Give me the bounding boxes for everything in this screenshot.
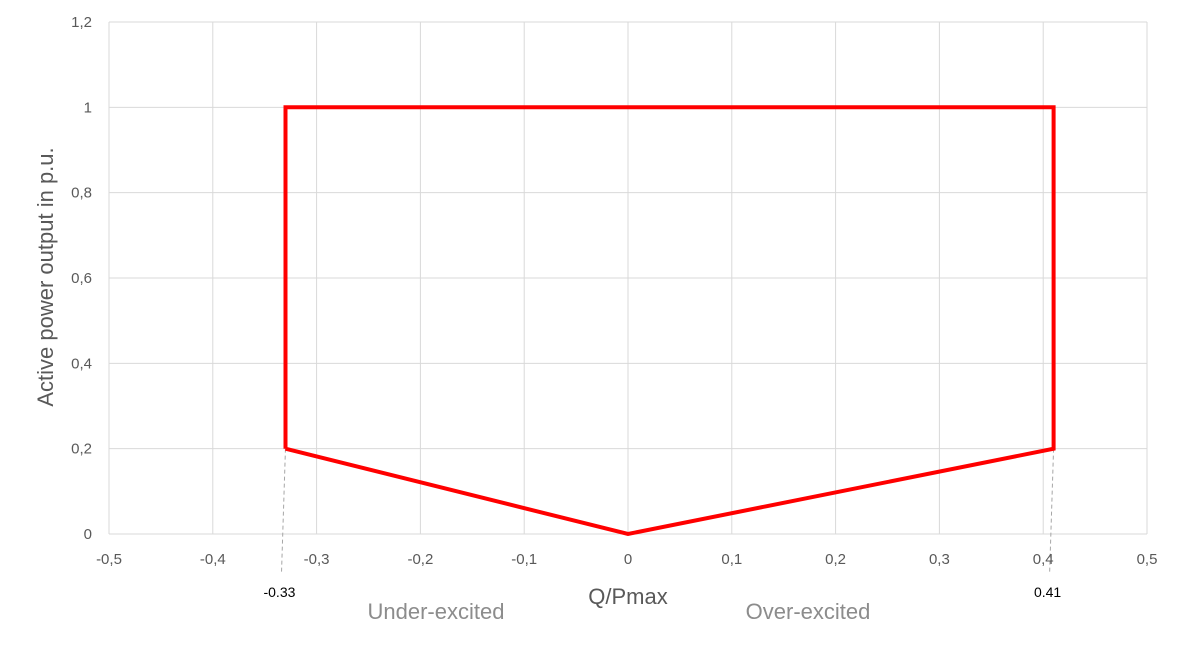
- y-tick-label: 0,6: [71, 270, 92, 287]
- region-label-over-excited: Over-excited: [746, 599, 871, 624]
- y-tick-label: 0: [84, 526, 92, 543]
- series-line: [283, 105, 1056, 537]
- annotation-guide-line: [280, 448, 286, 575]
- y-tick-label: 0,8: [71, 185, 92, 202]
- x-tick-label: 0,2: [825, 551, 846, 568]
- x-tick-label: 0,4: [1033, 551, 1054, 568]
- x-axis-title: Q/Pmax: [588, 584, 667, 609]
- series-layer: [283, 105, 1056, 537]
- x-tick-label: -0,4: [200, 551, 226, 568]
- x-tick-label: 0,1: [721, 551, 742, 568]
- region-label-under-excited: Under-excited: [368, 599, 505, 624]
- x-tick-label: 0: [624, 551, 632, 568]
- y-axis-title: Active power output in p.u.: [33, 147, 58, 406]
- x-tick-label: -0,5: [96, 551, 122, 568]
- y-tick-label: 1,2: [71, 14, 92, 31]
- x-tick-labels: -0,5 -0,4 -0,3 -0,2 -0,1 0 0,1 0,2 0,3 0,4 0,5: [96, 551, 1157, 568]
- grid-lines: [108, 21, 1148, 535]
- x-tick-label: -0,2: [407, 551, 433, 568]
- x-tick-label: 0,5: [1137, 551, 1158, 568]
- y-tick-label: 1: [84, 99, 92, 116]
- x-tick-label: 0,3: [929, 551, 950, 568]
- y-tick-label: 0,4: [71, 355, 92, 372]
- y-tick-label: 0,2: [71, 441, 92, 458]
- x-tick-label: -0,3: [304, 551, 330, 568]
- y-tick-labels: 0 0,2 0,4 0,6 0,8 1 1,2: [71, 14, 92, 543]
- annotation-labels: -0.33 0.41: [263, 584, 1061, 600]
- annotation-label: -0.33: [263, 584, 295, 600]
- annotation-label: 0.41: [1034, 584, 1061, 600]
- x-tick-label: -0,1: [511, 551, 537, 568]
